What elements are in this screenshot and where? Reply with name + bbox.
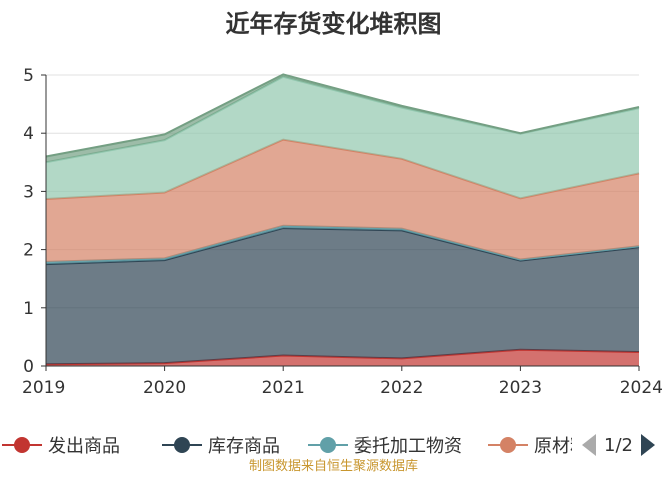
legend-line-marker-icon: [2, 435, 42, 455]
x-tick-label: 2022: [380, 378, 423, 398]
legend-next-page-icon[interactable]: [640, 434, 655, 456]
y-tick-label: 1: [23, 299, 34, 319]
chart-title: 近年存货变化堆积图: [225, 10, 442, 38]
y-tick-label: 2: [23, 241, 34, 261]
x-tick-label: 2023: [499, 378, 542, 398]
y-tick-label: 4: [23, 124, 34, 144]
area-series-5[interactable]: [46, 74, 639, 163]
legend-label: 发出商品: [48, 436, 120, 457]
legend-line-marker-icon: [488, 435, 528, 455]
y-tick-label: 5: [23, 66, 34, 86]
legend-item[interactable]: 委托加工物资: [308, 430, 462, 460]
x-tick-label: 2019: [22, 378, 65, 398]
legend-items: 发出商品 库存商品 委托加工物资 原材料: [0, 430, 572, 460]
legend-label: 库存商品: [208, 436, 280, 457]
x-tick-label: 2024: [620, 378, 663, 398]
legend-item[interactable]: 原材料: [488, 430, 572, 460]
axes: 0 1 2 3 4 5 2019 2020 2021 2022 2023 2024: [22, 66, 663, 398]
legend-prev-page-icon[interactable]: [582, 434, 596, 456]
area-series: [45, 73, 640, 366]
y-tick-label: 0: [23, 357, 34, 377]
legend-label: 委托加工物资: [354, 436, 462, 457]
x-tick-label: 2020: [143, 378, 186, 398]
area-series-4[interactable]: [46, 76, 639, 199]
x-tick-label: 2021: [262, 378, 305, 398]
legend: 发出商品 库存商品 委托加工物资 原材料 1/2: [0, 430, 667, 460]
data-source-note: 制图数据来自恒生聚源数据库: [248, 459, 418, 474]
area-series-1[interactable]: [46, 228, 639, 365]
series-line-5: [45, 73, 640, 158]
legend-pager: 1/2: [582, 430, 655, 460]
legend-label: 原材料: [534, 436, 572, 457]
area-series-3[interactable]: [46, 139, 639, 262]
legend-item[interactable]: 库存商品: [162, 430, 280, 460]
legend-page-indicator: 1/2: [604, 434, 633, 456]
legend-line-marker-icon: [162, 435, 202, 455]
legend-item[interactable]: 发出商品: [2, 430, 120, 460]
legend-line-marker-icon: [308, 435, 348, 455]
y-tick-label: 3: [23, 182, 34, 202]
